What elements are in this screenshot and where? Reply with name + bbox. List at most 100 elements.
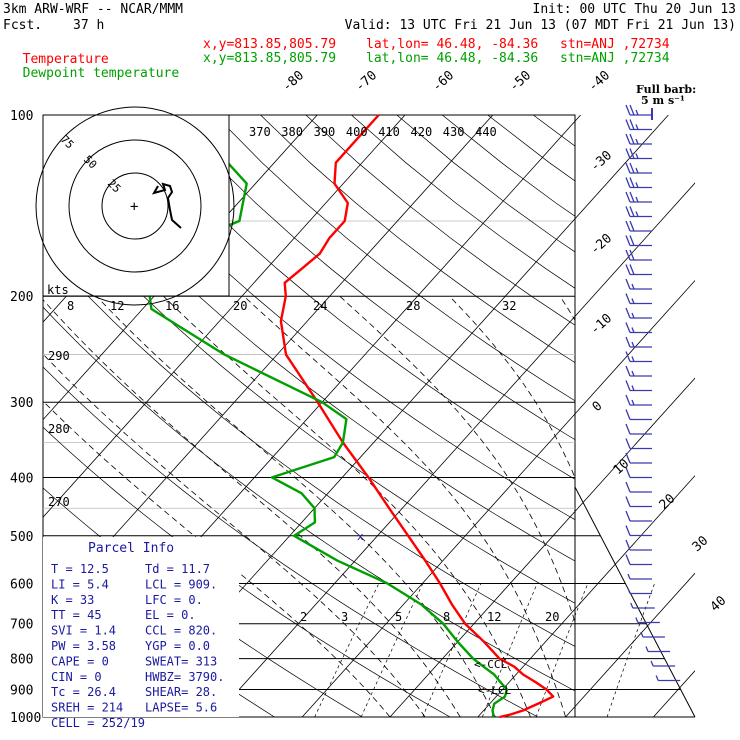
wind-barb-full (629, 162, 635, 174)
wind-barb-full (625, 351, 631, 362)
isotherm-line (653, 670, 695, 717)
parcel-info-left: TT = 45 (51, 608, 102, 622)
parcel-info-left: CIN = 0 (51, 670, 102, 684)
wind-barb-half (631, 356, 635, 362)
wind-barb-icon (625, 467, 652, 479)
wind-barb-full (625, 554, 631, 565)
parcel-info-box: Parcel Info T = 12.5 Td = 11.7 LI = 5.4 LCL … (43, 537, 239, 730)
wind-barb-icon (625, 278, 652, 290)
wind-barb-full (629, 191, 635, 203)
wind-barb-icon (625, 438, 652, 450)
temperature-profile-line (279, 114, 555, 719)
hodograph-unit-label: kts (47, 283, 69, 297)
wind-barb-full (625, 307, 631, 319)
parcel-info-left: SVI = 1.4 (51, 624, 116, 638)
barb-top-tick (651, 108, 653, 120)
wind-barb-full (625, 322, 631, 333)
parcel-info-right: SWEAT= 313 (145, 654, 217, 668)
wind-barb-full (625, 496, 631, 507)
moist-adiabat-line (43, 353, 426, 717)
wind-barb-icon (625, 351, 652, 363)
mixing-ratio-label: 2 (300, 610, 307, 624)
dry-adiabat-line (579, 115, 740, 717)
wind-barb-half (635, 124, 639, 130)
forecast-hours: 37 h (73, 18, 105, 33)
parcel-info-right: YGP = 0.0 (145, 639, 210, 653)
temperature-xy: x,y=813.85,805.79 (203, 37, 337, 52)
wind-barb-full (629, 264, 635, 275)
wind-barb-full (625, 423, 631, 435)
lower-frame-edge (574, 463, 696, 718)
wind-barb-full (625, 162, 631, 174)
wind-barb-icon (625, 293, 652, 305)
ccl-marker: <-CCL (474, 658, 507, 671)
pressure-tick-label: 500 (10, 530, 33, 545)
wind-barb-half (631, 283, 635, 290)
wind-barb-half (631, 327, 635, 333)
parcel-info-background (43, 537, 239, 717)
hodo-scale-label: 12 (110, 299, 124, 313)
wind-barb-full (625, 467, 631, 478)
temperature-tick-label: -40 (586, 68, 613, 95)
theta-label: 430 (443, 125, 465, 139)
wind-barb-icon (627, 573, 652, 580)
mixing-ratio-label: 12 (487, 610, 501, 624)
wind-barb-icon (650, 660, 676, 667)
wind-barb-full (625, 133, 631, 145)
theta-label: 400 (346, 125, 368, 139)
moist-adiabat-line (96, 295, 496, 717)
parcel-info-right: CCL = 820. (145, 624, 217, 638)
pressure-tick-label: 100 (10, 109, 33, 124)
wind-barb-full (629, 148, 635, 159)
wind-barb-half (635, 153, 639, 159)
wind-barb-full (629, 220, 635, 232)
dry-adiabat-line (43, 126, 575, 562)
moist-adiabat-line (163, 295, 531, 717)
isotherm-line (214, 182, 695, 717)
dry-adiabat-line (169, 115, 575, 441)
parcel-info-right: LCL = 909. (145, 577, 217, 591)
wind-barb-full (625, 220, 631, 232)
mixing-ratio-lines (314, 583, 655, 717)
isotherm-line (389, 377, 695, 717)
wind-barb-icon (625, 162, 652, 174)
barb-legend-value: 5 m s⁻¹ (641, 94, 685, 107)
wind-barb-half (640, 631, 644, 638)
forecast-label: Fcst. (3, 18, 43, 33)
wind-barb-half (631, 298, 635, 304)
mixing-ratio-line (535, 583, 589, 717)
moist-adiabat-line (559, 295, 575, 322)
wind-barb-full (625, 336, 631, 348)
wind-barb-icon (625, 220, 652, 232)
wind-barb-half (635, 617, 639, 623)
wind-barb-half (631, 341, 635, 348)
wind-barb-icon (625, 133, 652, 145)
isotherm-line (565, 572, 695, 717)
lcl-marker: <-LCL (478, 684, 511, 697)
wind-barb-icon (625, 177, 652, 189)
wind-barb-full (625, 206, 631, 217)
temperature-tick-label: 40 (708, 593, 730, 615)
wind-barb-half (631, 399, 635, 406)
wind-barb-icon (625, 409, 652, 421)
wind-barb-full (629, 177, 635, 188)
wind-barb-icon (625, 235, 652, 247)
theta-label: 410 (378, 125, 400, 139)
wind-barb-full (625, 148, 631, 159)
mixing-ratio-line (422, 583, 482, 717)
wind-barb-icon (625, 365, 652, 377)
wind-marker: x (357, 530, 364, 543)
wind-barb-icon (625, 554, 652, 566)
dry-adiabat-line (624, 115, 740, 717)
wind-barb-half (635, 167, 639, 174)
wind-barb-full (625, 525, 631, 536)
wind-barb-full (625, 119, 631, 130)
hodograph-frame (42, 114, 230, 297)
dry-adiabat-line (487, 115, 575, 182)
temperature-tick-label: -70 (353, 68, 380, 95)
parcel-info-right: HWBZ= 3790. (145, 670, 224, 684)
temperature-tick-label: 30 (690, 533, 712, 555)
temperature-station: stn=ANJ ,72734 (560, 37, 670, 52)
wind-barb-icon (625, 510, 652, 522)
